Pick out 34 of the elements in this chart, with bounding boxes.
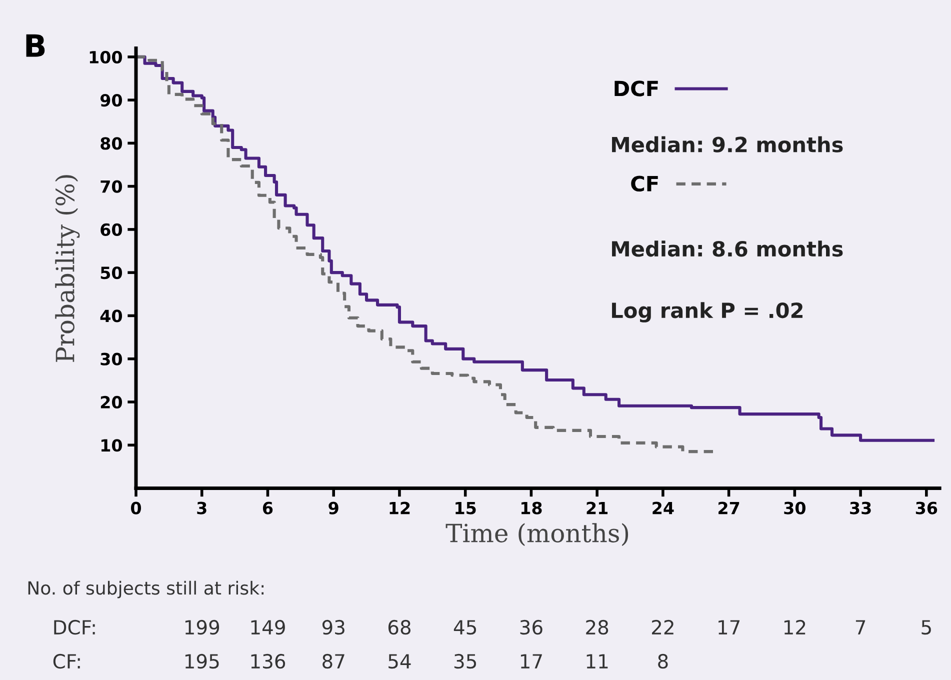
x-tick-label: 15 <box>456 502 476 514</box>
annotation: Log rank P = .02 <box>612 302 802 322</box>
y-tick-label: 100 <box>90 50 122 64</box>
y-tick-label: 80 <box>100 137 122 150</box>
y-tick-label: 50 <box>100 266 122 280</box>
text: DCF: 199 149 93 68 45 36 28 22 17 12 7 5 <box>54 620 931 635</box>
y-tick-label: 90 <box>100 94 122 107</box>
x-axis-title: Time (months) <box>446 523 628 546</box>
y-tick-label: 20 <box>100 396 122 409</box>
x-tick-label: 21 <box>586 502 608 514</box>
x-tick-label: 18 <box>521 502 542 514</box>
x-tick-label: 9 <box>328 502 338 514</box>
y-tick-label: 70 <box>100 180 122 193</box>
annotation: Median: 8.6 months <box>612 240 843 257</box>
text: CF: 195 136 87 54 35 17 11 8 <box>53 654 668 669</box>
y-tick-label: 40 <box>100 310 122 322</box>
y-tick-label: 30 <box>100 352 122 366</box>
y-tick-label: 60 <box>100 223 122 236</box>
text: B <box>26 34 45 57</box>
x-tick-label: 33 <box>850 502 871 514</box>
y-axis-title: Probability (%) <box>55 175 80 362</box>
annotation: Median: 9.2 months <box>612 136 843 152</box>
x-tick-label: 6 <box>262 502 273 514</box>
x-tick-label: 24 <box>652 502 674 514</box>
legend-label: CF <box>631 176 658 192</box>
x-tick-label: 0 <box>130 502 141 514</box>
legend-label: DCF <box>614 80 658 96</box>
x-tick-label: 3 <box>197 502 206 514</box>
text: No. of subjects still at risk: <box>28 580 264 598</box>
x-tick-label: 30 <box>784 502 806 514</box>
x-tick-label: 12 <box>390 502 410 514</box>
y-tick-label: 10 <box>101 439 122 452</box>
x-tick-label: 27 <box>718 502 740 514</box>
x-tick-label: 36 <box>916 502 938 514</box>
